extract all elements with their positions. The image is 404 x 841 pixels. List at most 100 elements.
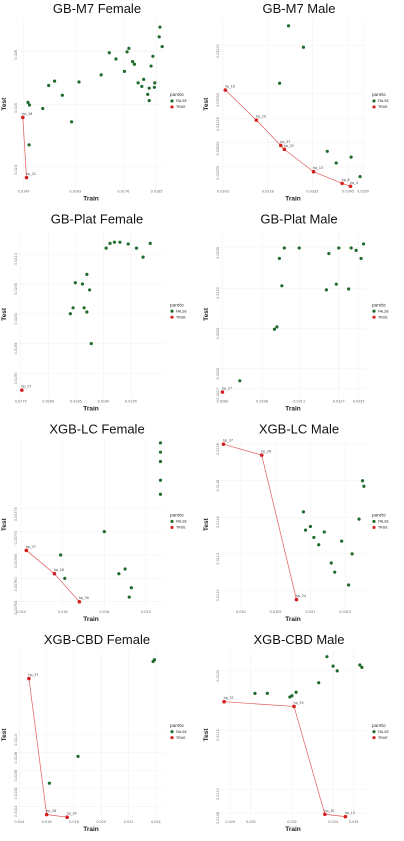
y-tick-label: 0.0190 — [14, 372, 18, 384]
y-tick-label: 0.0110 — [216, 788, 220, 800]
point-pareto — [323, 812, 327, 817]
x-tick-label: 0.0311 — [293, 400, 305, 404]
y-tick-label: 0.00765 — [14, 554, 18, 568]
point-false — [104, 246, 108, 250]
legend-title: pareto — [170, 92, 184, 97]
point-false — [354, 248, 358, 252]
y-tick-label: 0.026 — [14, 50, 18, 60]
x-tick-label: 0.0315 — [339, 610, 351, 614]
legend-swatch-true — [170, 105, 174, 109]
y-tick-label: 0.0115 — [216, 729, 220, 741]
point-false — [153, 81, 157, 85]
pareto-front-line — [223, 443, 297, 600]
point-label: hp_37 — [224, 696, 234, 700]
point-label: hp_27 — [222, 387, 232, 391]
point-false — [63, 576, 67, 580]
y-tick-label: 0.0114 — [216, 516, 220, 528]
y-axis-label: Test — [203, 728, 210, 742]
legend-swatch-true — [170, 736, 174, 740]
y-tick-label: 0.0217 — [216, 388, 220, 400]
point-false — [349, 246, 353, 250]
point-label: hp_4 — [350, 181, 358, 185]
point-pareto — [311, 169, 316, 174]
x-tick-label: 0.0190 — [97, 400, 109, 404]
y-axis-label: Test — [1, 728, 8, 742]
point-pareto — [27, 676, 31, 681]
point-false — [151, 54, 155, 58]
point-false — [146, 92, 150, 96]
point-false — [82, 306, 86, 310]
point-label: hp_37 — [26, 545, 36, 549]
x-tick-label: 0.0175 — [15, 400, 27, 404]
legend-label-true: TRUE — [377, 105, 388, 109]
point-false — [253, 691, 257, 696]
x-axis-label: Train — [83, 826, 99, 833]
panel-title: XGB-CBD Male — [253, 632, 344, 647]
point-false — [129, 586, 133, 590]
point-false — [107, 51, 111, 55]
point-label: hp_37 — [280, 140, 290, 144]
x-tick-label: 0.0305 — [270, 610, 282, 614]
point-false — [108, 241, 112, 245]
point-false — [331, 664, 335, 668]
point-false — [126, 242, 130, 246]
point-pareto — [65, 815, 69, 820]
y-axis-label: Test — [1, 307, 8, 321]
y-tick-label: 0.0210 — [14, 253, 18, 265]
y-tick-label: 0.0120 — [216, 670, 220, 682]
panel-6: XGB-CBD Female 0.014 0.016 0.018 0.020 0.022 0… — [1, 632, 187, 833]
y-tick-label: 0.0200 — [14, 313, 18, 325]
point-false — [325, 655, 329, 659]
x-tick-label: 0.0345 — [342, 189, 354, 193]
y-tick-label: 0.0112 — [216, 553, 220, 565]
point-false — [152, 658, 157, 662]
point-false — [136, 81, 140, 85]
legend-swatch-false — [372, 519, 376, 524]
point-label: hp_13 — [313, 166, 323, 170]
y-tick-label: 0.0108 — [14, 752, 18, 764]
point-false — [334, 161, 338, 165]
point-false — [282, 246, 286, 250]
legend-label-false: FALSE — [176, 730, 187, 734]
y-tick-label: 0.03000 — [216, 142, 220, 156]
point-false — [265, 691, 269, 696]
legend-label-true: TRUE — [377, 526, 388, 530]
x-tick-label: 0.0176 — [117, 189, 129, 193]
x-axis-label: Train — [83, 616, 99, 623]
point-false — [112, 240, 117, 244]
panel-title: XGB-CBD Female — [44, 632, 150, 647]
legend-title: pareto — [372, 723, 386, 728]
point-false — [147, 86, 151, 90]
point-false — [127, 46, 131, 50]
x-tick-label: 0.018 — [69, 820, 79, 824]
y-tick-label: 0.00755 — [14, 601, 18, 615]
legend-label-true: TRUE — [377, 736, 388, 740]
legend-swatch-false — [372, 99, 376, 103]
legend-label-true: TRUE — [175, 526, 186, 530]
legend-swatch-true — [372, 525, 376, 530]
legend: pareto FALSE TRUE — [372, 302, 389, 319]
point-pareto — [294, 597, 299, 602]
legend-swatch-false — [170, 309, 174, 313]
legend-label-true: TRUE — [175, 105, 186, 109]
point-false — [158, 459, 163, 464]
legend: pareto FALSE TRUE — [170, 302, 187, 319]
point-label: hp_19 — [225, 85, 235, 89]
x-tick-label: 0.034 — [328, 820, 338, 824]
x-tick-label: 0.0185 — [70, 400, 82, 404]
x-tick-label: 0.0335 — [353, 400, 365, 404]
point-false — [360, 665, 364, 669]
x-tick-label: 0.0303 — [217, 189, 229, 193]
point-false — [308, 524, 312, 529]
x-tick-label: 0.031 — [306, 610, 316, 614]
point-label: hp_28 — [46, 809, 56, 813]
y-tick-label: 0.02975 — [216, 166, 220, 180]
point-false — [47, 781, 51, 785]
point-false — [324, 288, 329, 292]
x-tick-label: 0.024 — [151, 820, 161, 824]
point-false — [360, 479, 365, 483]
point-label: hp_30 — [79, 596, 89, 600]
panel-4: XGB-LC Female 0.014 0.016 0.018 0.020 0.00755… — [1, 422, 187, 623]
point-false — [357, 517, 361, 521]
